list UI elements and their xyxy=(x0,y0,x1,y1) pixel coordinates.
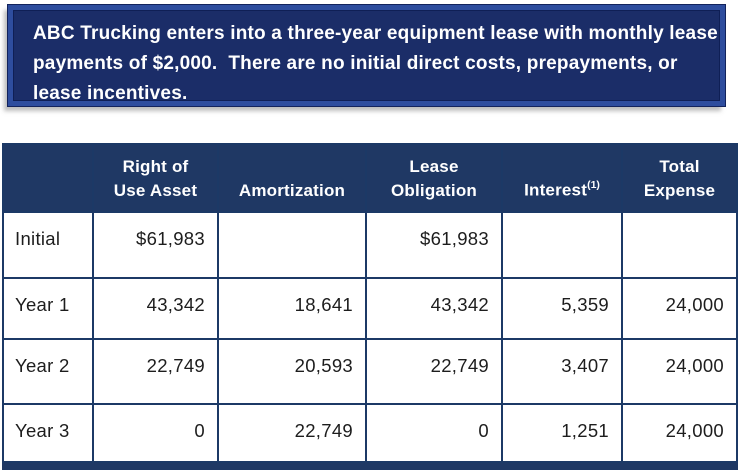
table-bottom-bar xyxy=(2,461,738,470)
cell-right-of-use-asset: 0 xyxy=(92,403,219,463)
cell-amortization: 18,641 xyxy=(217,277,367,340)
scenario-callout: ABC Trucking enters into a three-year eq… xyxy=(8,5,725,106)
header-cell-empty xyxy=(2,143,94,213)
cell-total-expense: 24,000 xyxy=(621,338,738,405)
header-line: Expense xyxy=(643,181,716,200)
header-cell-interest: Interest(1) xyxy=(501,143,623,213)
row-label: Year 3 xyxy=(2,403,94,463)
header-line: Interest xyxy=(524,181,588,200)
cell-amortization: 20,593 xyxy=(217,338,367,405)
cell-right-of-use-asset: 43,342 xyxy=(92,277,219,340)
table-row-year1: Year 1 43,342 18,641 43,342 5,359 24,000 xyxy=(2,277,738,340)
cell-lease-obligation: $61,983 xyxy=(365,211,503,279)
cell-amortization: 22,749 xyxy=(217,403,367,463)
header-line: Right of xyxy=(122,157,189,176)
cell-total-expense xyxy=(621,211,738,279)
table-row-year3: Year 3 0 22,749 0 1,251 24,000 xyxy=(2,403,738,463)
cell-lease-obligation: 43,342 xyxy=(365,277,503,340)
table-row-initial: Initial $61,983 $61,983 xyxy=(2,211,738,279)
header-cell-lease-obligation: Lease Obligation xyxy=(365,143,503,213)
header-line: Lease xyxy=(409,157,459,176)
table-bottom-bar-row xyxy=(2,461,738,470)
cell-interest: 1,251 xyxy=(501,403,623,463)
header-cell-total-expense: Total Expense xyxy=(621,143,738,213)
header-line: Obligation xyxy=(390,181,478,200)
row-label: Initial xyxy=(2,211,94,279)
header-line: Total xyxy=(659,157,700,176)
header-line: Use Asset xyxy=(113,181,198,200)
cell-lease-obligation: 0 xyxy=(365,403,503,463)
cell-lease-obligation: 22,749 xyxy=(365,338,503,405)
cell-interest: 3,407 xyxy=(501,338,623,405)
scenario-text-line: lease incentives. xyxy=(33,83,188,104)
cell-total-expense: 24,000 xyxy=(621,277,738,340)
lease-schedule-table: Right of Use Asset Amortization Lease Ob… xyxy=(2,143,738,470)
row-label: Year 2 xyxy=(2,338,94,405)
header-cell-right-of-use-asset: Right of Use Asset xyxy=(92,143,219,213)
header-line: Amortization xyxy=(238,181,346,200)
cell-right-of-use-asset: 22,749 xyxy=(92,338,219,405)
header-cell-amortization: Amortization xyxy=(217,143,367,213)
cell-interest: 5,359 xyxy=(501,277,623,340)
table-row-year2: Year 2 22,749 20,593 22,749 3,407 24,000 xyxy=(2,338,738,405)
cell-right-of-use-asset: $61,983 xyxy=(92,211,219,279)
footnote-marker: (1) xyxy=(587,179,600,192)
cell-amortization xyxy=(217,211,367,279)
cell-interest xyxy=(501,211,623,279)
scenario-text-line: ABC Trucking enters into a three-year eq… xyxy=(33,23,718,44)
scenario-text-line: payments of $2,000. There are no initial… xyxy=(33,53,678,74)
row-label: Year 1 xyxy=(2,277,94,340)
cell-total-expense: 24,000 xyxy=(621,403,738,463)
table-header-row: Right of Use Asset Amortization Lease Ob… xyxy=(2,143,738,213)
